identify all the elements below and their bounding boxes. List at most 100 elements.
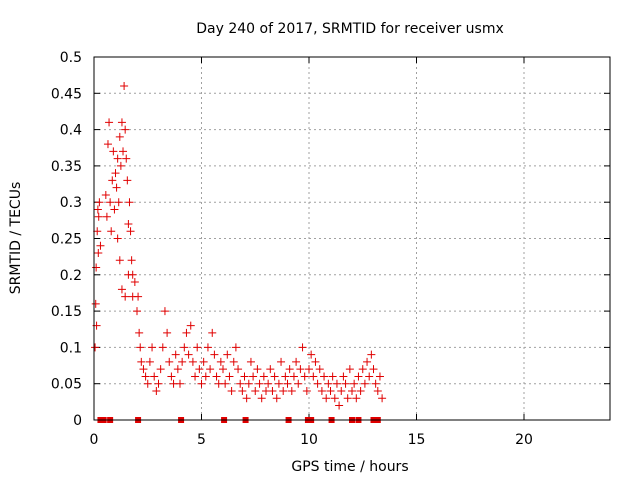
data-point xyxy=(279,386,288,395)
data-point xyxy=(369,365,378,374)
data-point xyxy=(134,292,143,301)
data-point xyxy=(313,379,322,388)
data-point xyxy=(107,227,116,236)
x-tick-label: 10 xyxy=(300,432,318,448)
data-point xyxy=(326,386,335,395)
data-point xyxy=(109,147,118,156)
data-point xyxy=(272,394,281,403)
data-point xyxy=(324,379,333,388)
y-tick-label: 0.5 xyxy=(60,50,82,66)
data-point xyxy=(121,125,130,134)
data-point xyxy=(311,357,320,366)
data-point xyxy=(216,357,225,366)
data-point xyxy=(236,379,245,388)
data-point xyxy=(270,372,279,381)
data-point xyxy=(94,212,103,221)
x-tick-label: 5 xyxy=(197,432,206,448)
data-point xyxy=(195,365,204,374)
data-point xyxy=(176,379,184,388)
data-point xyxy=(116,161,125,170)
data-point xyxy=(358,365,367,374)
data-point xyxy=(106,198,115,207)
data-point xyxy=(255,379,264,388)
data-point xyxy=(111,169,120,178)
data-point xyxy=(115,256,124,265)
data-point xyxy=(110,205,119,214)
data-point xyxy=(102,212,111,221)
data-point xyxy=(117,118,126,127)
data-point xyxy=(371,379,380,388)
data-point xyxy=(315,365,324,374)
y-tick-label: 0.25 xyxy=(51,232,82,248)
data-point xyxy=(257,394,266,403)
y-tick-label: 0.3 xyxy=(60,195,82,211)
data-point xyxy=(154,379,163,388)
data-point xyxy=(246,357,255,366)
data-point xyxy=(113,154,122,163)
data-point xyxy=(184,350,193,359)
data-point xyxy=(317,386,326,395)
data-point xyxy=(121,292,130,301)
data-point xyxy=(294,379,303,388)
data-point xyxy=(302,386,311,395)
data-point xyxy=(171,350,180,359)
data-point xyxy=(158,343,167,352)
data-point xyxy=(253,365,262,374)
y-tick-label: 0 xyxy=(73,413,82,429)
data-point xyxy=(341,379,350,388)
data-point xyxy=(322,394,331,403)
data-point xyxy=(101,190,110,199)
data-point xyxy=(287,386,296,395)
data-point xyxy=(234,365,243,374)
data-point xyxy=(178,357,187,366)
data-point xyxy=(356,386,365,395)
data-point xyxy=(350,379,359,388)
axis-ticks: 0 0.05 0.1 0.15 0.2 0.25 0.3 0.35 0.4 0.45 0.5 0 5 10… xyxy=(51,50,610,448)
data-point xyxy=(156,365,165,374)
data-point xyxy=(127,256,136,265)
data-point xyxy=(167,372,176,381)
data-point xyxy=(266,365,275,374)
data-point xyxy=(343,394,352,403)
y-tick-label: 0.15 xyxy=(51,304,82,320)
data-point xyxy=(92,263,101,272)
data-point xyxy=(289,372,298,381)
data-point xyxy=(231,343,240,352)
data-point xyxy=(173,365,182,374)
data-point xyxy=(180,343,189,352)
data-point xyxy=(108,176,117,185)
data-point xyxy=(114,198,123,207)
data-point xyxy=(91,343,100,352)
data-point xyxy=(365,372,374,381)
data-point xyxy=(94,249,103,258)
data-point xyxy=(335,401,344,410)
data-point xyxy=(163,328,172,337)
data-point xyxy=(105,118,114,127)
data-point xyxy=(352,394,361,403)
data-point xyxy=(332,379,341,388)
data-point xyxy=(182,328,191,337)
data-point xyxy=(135,328,144,337)
grid-lines xyxy=(94,57,610,420)
data-point xyxy=(120,82,129,91)
data-point xyxy=(197,379,206,388)
data-point xyxy=(93,227,102,236)
data-point xyxy=(264,379,273,388)
x-tick-label: 20 xyxy=(515,432,533,448)
data-point xyxy=(126,227,135,236)
data-point xyxy=(345,365,354,374)
data-point xyxy=(133,307,141,316)
data-point xyxy=(354,372,363,381)
data-point xyxy=(227,386,236,395)
x-tick-label: 15 xyxy=(408,432,426,448)
data-point xyxy=(249,372,258,381)
data-point xyxy=(124,270,133,279)
data-point xyxy=(117,285,126,294)
data-point xyxy=(328,372,337,381)
data-point xyxy=(251,386,260,395)
data-point xyxy=(330,394,339,403)
data-point xyxy=(300,372,309,381)
data-point xyxy=(212,372,221,381)
data-point xyxy=(281,372,290,381)
